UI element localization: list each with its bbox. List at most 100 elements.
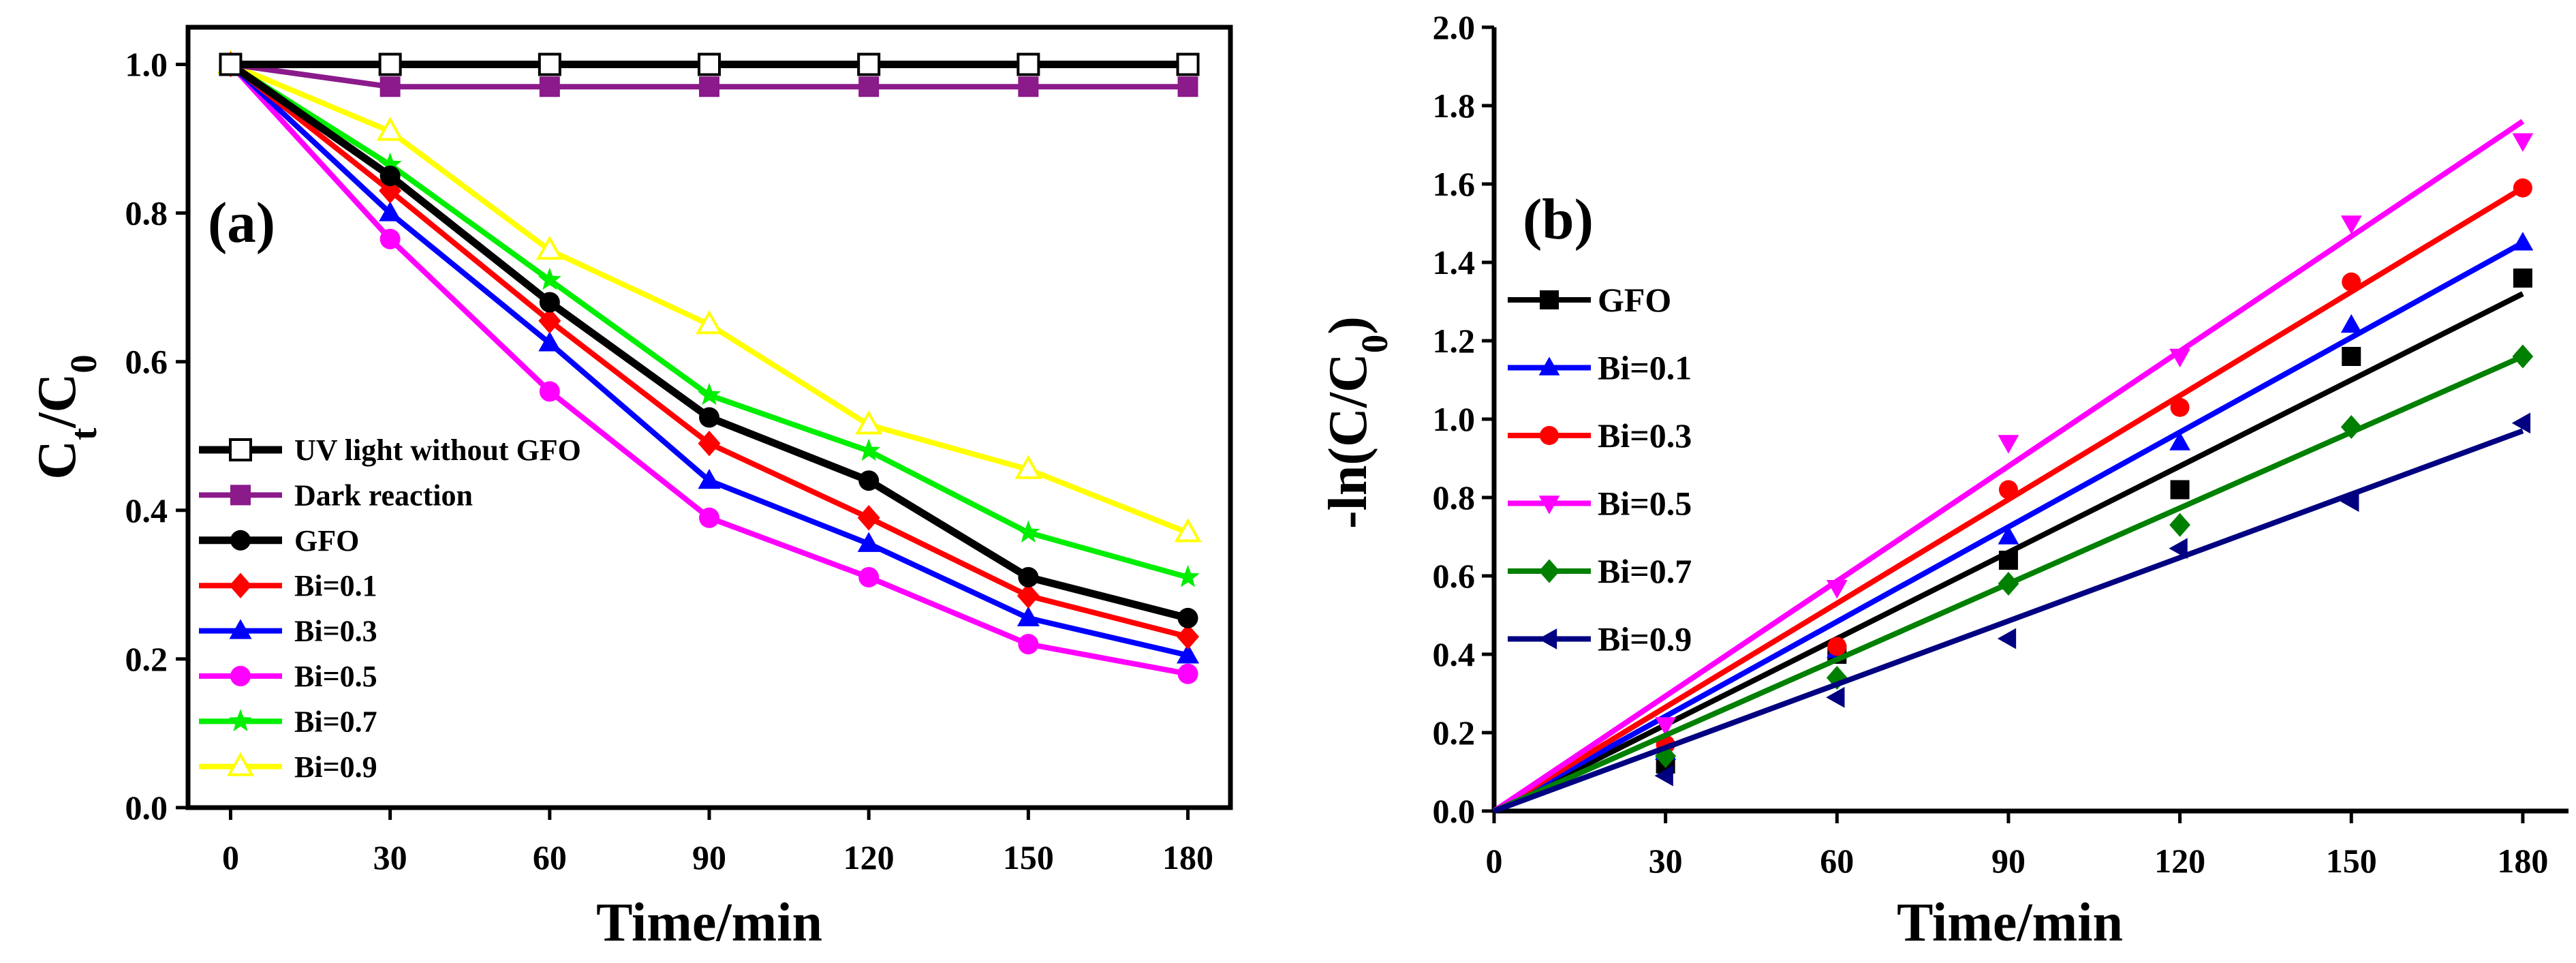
panel-b-data-point (1826, 686, 1845, 708)
legend-marker-swatch (1538, 495, 1560, 515)
panel-b-fit-line (1492, 119, 2525, 814)
panel-a-data-point (538, 267, 561, 290)
panel-a-x-tick-label: 120 (843, 838, 895, 876)
panel-a-data-point (699, 76, 719, 97)
panel-a-legend-label: Bi=0.9 (294, 750, 377, 784)
panel-b-series-bi-0-3 (1492, 178, 2532, 814)
panel-b-y-tick-label: 1.8 (1433, 87, 1476, 125)
panel-b-legend-label: Bi=0.7 (1598, 552, 1692, 590)
panel-a-x-tick-label: 30 (373, 838, 407, 876)
panel-b-legend-item: Bi=0.7 (1508, 552, 1692, 590)
panel-a-data-point (858, 470, 880, 491)
panel-b-legend-label: Bi=0.5 (1598, 485, 1692, 523)
panel-a-data-point (379, 201, 402, 221)
panel-b-series-bi-0-5 (1492, 119, 2534, 814)
legend-marker-swatch (228, 709, 253, 731)
panel-a-series-gfo (220, 54, 1198, 628)
panel-b-data-point (2340, 415, 2362, 439)
panel-b-legend-item: Bi=0.5 (1508, 485, 1692, 523)
panel-a-data-point (1177, 607, 1198, 628)
panel-a-data-point (698, 52, 721, 76)
panel-b-data-point (2170, 397, 2190, 417)
panel-a-data-point (699, 407, 719, 428)
panel-a-legend-label: GFO (294, 524, 359, 557)
panel-b-y-tick-label: 1.2 (1433, 322, 1476, 360)
panel-b-data-point (2169, 513, 2190, 537)
legend-marker-swatch (230, 485, 251, 506)
legend-marker-swatch (1540, 426, 1559, 445)
panel-a-data-point (857, 52, 881, 76)
panel-a-data-point (1014, 455, 1042, 479)
panel-a-y-tick-label: 0.4 (125, 491, 168, 530)
panel-b-x-tick-label: 90 (1991, 842, 2026, 880)
panel-b-y-tick-label: 1.4 (1433, 243, 1476, 281)
legend-marker-swatch (229, 438, 252, 461)
panel-b-data-point (1654, 765, 1673, 786)
panel-a-data-point (1174, 518, 1202, 542)
panel-b-data-point (2340, 491, 2359, 513)
panel-a-data-point (857, 532, 880, 552)
panel-a-data-point (1018, 566, 1039, 587)
panel-b-data-point (2170, 480, 2190, 500)
panel-a-data-point (1177, 643, 1200, 664)
panel-b-data-point (1998, 572, 2019, 596)
panel-b-data-point (2340, 215, 2362, 234)
panel-a-data-point (1177, 663, 1198, 684)
panel-b-series-bi-0-9 (1493, 412, 2531, 814)
panel-a-data-point (379, 76, 401, 97)
panel-a-data-point (696, 309, 723, 335)
legend-marker-swatch (1540, 290, 1559, 309)
panel-a-data-point (858, 76, 880, 97)
panel-b-x-tick-label: 60 (1820, 842, 1854, 880)
panel-b: 0.0 0.2 0.4 0.6 0.8 1.0 1.2 1.4 1.6 1.8 2.0 0 30 60 9… (1318, 8, 2569, 953)
panel-b-label: (b) (1523, 187, 1594, 251)
panel-b-x-tick-label: 120 (2154, 842, 2205, 880)
panel-a-x-tick-label: 90 (692, 838, 726, 876)
panel-a: 0.0 0.2 0.4 0.6 0.8 1.0 0 30 60 90 120 150 180 UV l… (27, 25, 1233, 953)
panel-a-legend-item: Dark reaction (199, 478, 473, 512)
panel-a-legend-label: Bi=0.1 (294, 569, 377, 602)
panel-a-data-point (858, 566, 880, 587)
panel-b-data-point (2169, 431, 2190, 450)
panel-b-data-point (2511, 412, 2531, 434)
legend-marker-swatch (229, 619, 252, 639)
panel-a-data-point (538, 307, 561, 334)
panel-a-legend-label: Dark reaction (294, 478, 473, 512)
panel-a-y-tick-label: 0.8 (125, 194, 168, 232)
panel-b-legend-label: Bi=0.1 (1598, 349, 1692, 387)
panel-a-legend-item: GFO (199, 524, 359, 557)
panel-a-series-line (228, 62, 1189, 640)
panel-b-legend-label: Bi=0.3 (1598, 416, 1692, 455)
panel-b-x-tick-label: 150 (2326, 842, 2377, 880)
panel-b-x-tick-label: 30 (1649, 842, 1683, 880)
panel-a-data-point (1176, 565, 1200, 587)
panel-a-series-uv-light-without-gfo (219, 52, 1200, 76)
panel-a-data-point (539, 381, 560, 402)
panel-a-x-axis-title: Time/min (596, 893, 822, 953)
panel-a-data-point (855, 410, 883, 435)
panel-b-data-point (2512, 344, 2534, 369)
panel-b-x-tick-label: 0 (1486, 842, 1503, 880)
panel-b-y-axis-title: -ln(C/C0) (1318, 316, 1395, 529)
panel-b-y-tick-label: 0.4 (1433, 635, 1476, 673)
panel-b-y-tick-label: 0.8 (1433, 478, 1476, 517)
panel-b-y-tick-label: 0.0 (1433, 792, 1476, 830)
panel-a-data-point (536, 235, 563, 260)
panel-b-data-point (1998, 480, 2018, 500)
panel-a-legend-item: UV light without GFO (199, 433, 581, 467)
panel-b-data-point (1998, 551, 2018, 570)
panel-a-data-point (376, 117, 404, 141)
panel-a-legend-label: Bi=0.3 (294, 615, 377, 648)
panel-a-legend-label: Bi=0.5 (294, 660, 377, 693)
panel-a-y-tick-label: 0.2 (125, 640, 168, 678)
panel-a-series-bi-0-1 (219, 51, 1200, 649)
panel-a-data-point (219, 52, 243, 76)
panel-a-data-point (699, 507, 719, 528)
legend-marker-swatch (1538, 356, 1560, 376)
panel-b-y-tick-label: 1.0 (1433, 400, 1476, 438)
panel-b-data-point (2512, 232, 2534, 251)
panel-a-legend-item: Bi=0.5 (199, 660, 377, 693)
panel-b-data-point (2512, 133, 2534, 152)
panel-a-legend-item: Bi=0.3 (199, 615, 377, 648)
panel-a-label: (a) (208, 191, 275, 255)
